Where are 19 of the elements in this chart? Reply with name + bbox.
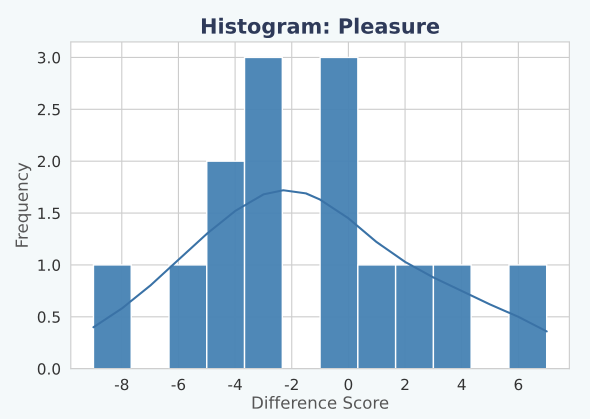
x-tick-label: 4 (458, 378, 466, 390)
x-axis-title: Difference Score (252, 396, 388, 409)
x-tick-label: 2 (401, 378, 408, 390)
chart-title: Histogram: Pleasure (202, 18, 440, 38)
x-tick-label: -8 (114, 378, 128, 390)
y-axis-title: Frequency (16, 162, 32, 247)
y-tick-label: 0.5 (38, 311, 60, 323)
x-tick-label: -4 (228, 378, 242, 390)
x-tick-label: -6 (172, 378, 186, 390)
x-tick-label: -2 (284, 378, 298, 390)
y-tick-label: 2.5 (38, 104, 60, 116)
y-tick-label: 1.0 (38, 259, 60, 271)
y-tick-label: 1.5 (38, 208, 60, 220)
x-tick-label: 6 (514, 378, 522, 390)
y-tick-label: 2.0 (38, 156, 60, 168)
line-series (92, 189, 548, 332)
y-tick-label: 0.0 (38, 363, 60, 375)
y-tick-label: 3.0 (38, 52, 60, 64)
x-tick-label: 0 (344, 378, 352, 390)
